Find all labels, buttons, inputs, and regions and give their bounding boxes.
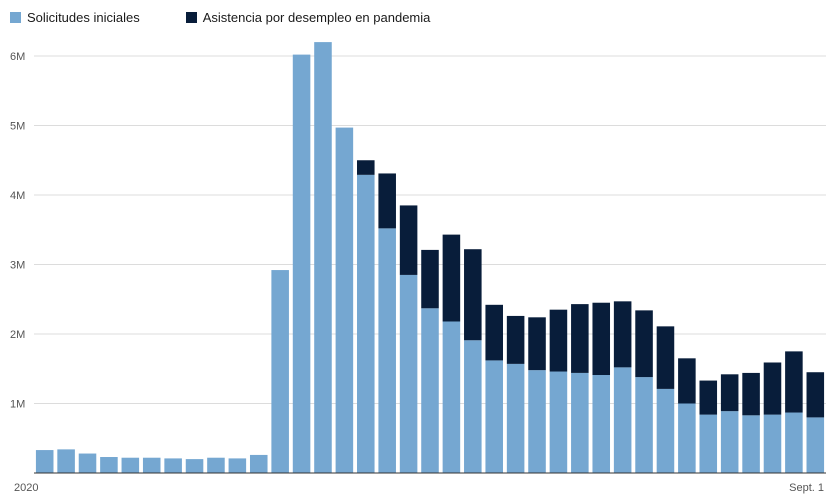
bar-pandemic-assistance[interactable] — [421, 249, 439, 309]
bar-initial-claims[interactable] — [442, 321, 461, 473]
bar-initial-claims[interactable] — [635, 377, 653, 473]
legend-item-initial-claims[interactable]: Solicitudes iniciales — [10, 10, 140, 25]
bars — [35, 42, 825, 474]
bar-initial-claims[interactable] — [35, 450, 54, 473]
bar-pandemic-assistance[interactable] — [485, 304, 503, 361]
y-tick-label: 1M — [10, 399, 25, 411]
bar-pandemic-assistance[interactable] — [742, 372, 760, 416]
legend-item-pandemic-assistance[interactable]: Asistencia por desempleo en pandemia — [185, 10, 431, 25]
bar-initial-claims[interactable] — [806, 417, 825, 473]
bar-pandemic-assistance[interactable] — [464, 249, 482, 341]
y-tick-label: 2M — [10, 329, 25, 341]
bar-pandemic-assistance[interactable] — [699, 380, 718, 415]
bar-initial-claims[interactable] — [164, 458, 182, 473]
bar-pandemic-assistance[interactable] — [678, 358, 696, 404]
bar-pandemic-assistance[interactable] — [635, 310, 653, 378]
bar-pandemic-assistance[interactable] — [785, 351, 803, 413]
y-tick-label: 4M — [10, 190, 25, 202]
bar-pandemic-assistance[interactable] — [613, 301, 632, 368]
bar-initial-claims[interactable] — [485, 360, 503, 473]
bar-pandemic-assistance[interactable] — [378, 173, 396, 229]
bar-initial-claims[interactable] — [185, 459, 204, 473]
bar-initial-claims[interactable] — [699, 414, 718, 473]
bar-initial-claims[interactable] — [399, 274, 418, 473]
bar-initial-claims[interactable] — [785, 412, 803, 473]
bar-initial-claims[interactable] — [720, 411, 739, 473]
bar-pandemic-assistance[interactable] — [656, 326, 675, 389]
bar-initial-claims[interactable] — [292, 54, 311, 474]
chart-legend: Solicitudes iniciales Asistencia por des… — [10, 10, 476, 25]
bar-initial-claims[interactable] — [613, 367, 632, 473]
y-tick-label: 5M — [10, 121, 25, 133]
bar-pandemic-assistance[interactable] — [442, 234, 461, 322]
legend-swatch-pandemic — [185, 12, 197, 23]
legend-label-pandemic: Asistencia por desempleo en pandemia — [202, 10, 431, 25]
bar-initial-claims[interactable] — [207, 457, 225, 473]
x-axis-start-label: 2020 — [14, 482, 38, 494]
bar-initial-claims[interactable] — [656, 388, 675, 473]
bar-initial-claims[interactable] — [549, 371, 568, 473]
bar-initial-claims[interactable] — [100, 457, 118, 473]
bar-initial-claims[interactable] — [228, 458, 247, 473]
bar-initial-claims[interactable] — [57, 449, 75, 473]
bar-initial-claims[interactable] — [506, 363, 525, 473]
bar-initial-claims[interactable] — [763, 414, 782, 473]
bar-pandemic-assistance[interactable] — [506, 315, 525, 364]
bar-initial-claims[interactable] — [464, 340, 482, 473]
bar-initial-claims[interactable] — [571, 372, 589, 473]
bar-pandemic-assistance[interactable] — [549, 309, 568, 372]
bar-initial-claims[interactable] — [421, 308, 439, 473]
y-axis-ticks: 1M 2M 3M 4M 5M 6M — [10, 51, 25, 411]
legend-label-initial: Solicitudes iniciales — [27, 10, 140, 25]
x-axis-end-label: Sept. 1 — [789, 482, 824, 494]
bar-pandemic-assistance[interactable] — [357, 160, 375, 175]
bar-pandemic-assistance[interactable] — [528, 317, 546, 371]
bar-initial-claims[interactable] — [142, 457, 161, 473]
bar-initial-claims[interactable] — [314, 42, 332, 473]
bar-initial-claims[interactable] — [678, 403, 696, 474]
bar-initial-claims[interactable] — [271, 270, 289, 473]
bar-pandemic-assistance[interactable] — [592, 302, 611, 376]
bar-initial-claims[interactable] — [335, 127, 354, 474]
bar-initial-claims[interactable] — [592, 375, 611, 473]
bar-initial-claims[interactable] — [528, 370, 546, 473]
bar-pandemic-assistance[interactable] — [806, 372, 825, 418]
bar-initial-claims[interactable] — [742, 415, 760, 473]
bar-initial-claims[interactable] — [357, 174, 375, 473]
bar-pandemic-assistance[interactable] — [399, 205, 418, 275]
bar-initial-claims[interactable] — [249, 454, 268, 473]
bar-pandemic-assistance[interactable] — [720, 374, 739, 412]
bar-pandemic-assistance[interactable] — [763, 362, 782, 415]
y-tick-label: 6M — [10, 51, 25, 63]
bar-initial-claims[interactable] — [378, 228, 396, 473]
bar-initial-claims[interactable] — [78, 453, 97, 473]
legend-swatch-initial — [10, 12, 21, 23]
bar-pandemic-assistance[interactable] — [571, 304, 589, 373]
y-tick-label: 3M — [10, 260, 25, 272]
bar-initial-claims[interactable] — [121, 457, 140, 473]
